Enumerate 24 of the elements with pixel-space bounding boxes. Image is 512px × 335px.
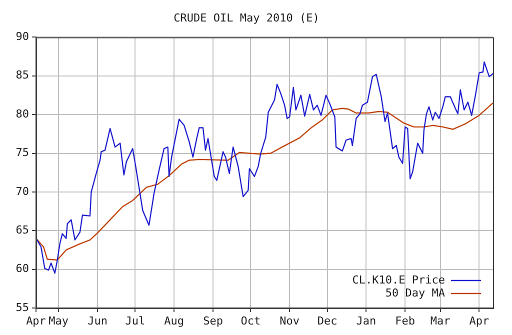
chart-title: CRUDE OIL May 2010 (E) (174, 11, 320, 24)
y-tick-label: 90 (16, 30, 29, 44)
x-tick-label: Mar (430, 314, 451, 328)
x-tick-label: Apr (26, 314, 46, 328)
x-tick-label: Jan (356, 314, 376, 328)
x-tick-label: Nov (280, 314, 300, 328)
y-tick-label: 85 (16, 68, 29, 82)
legend-label: 50 Day MA (385, 286, 446, 300)
x-tick-label: Apr (469, 314, 490, 328)
y-tick-label: 70 (16, 184, 29, 198)
y-tick-label: 60 (16, 262, 29, 276)
x-tick-label: Jul (125, 314, 146, 328)
x-tick-label: Aug (164, 314, 184, 328)
legend-label: CL.K10.E Price (352, 273, 445, 286)
x-tick-label: Oct (240, 314, 261, 328)
y-tick-label: 75 (16, 146, 29, 160)
x-tick-label: Jun (88, 314, 108, 328)
x-tick-label: Dec (317, 314, 338, 328)
x-tick-label: Sep (203, 314, 223, 328)
y-tick-label: 80 (16, 107, 29, 120)
y-tick-label: 65 (16, 223, 29, 236)
x-tick-label: May (48, 314, 69, 328)
x-tick-label: Feb (395, 314, 416, 328)
y-tick-label: 55 (16, 300, 29, 314)
